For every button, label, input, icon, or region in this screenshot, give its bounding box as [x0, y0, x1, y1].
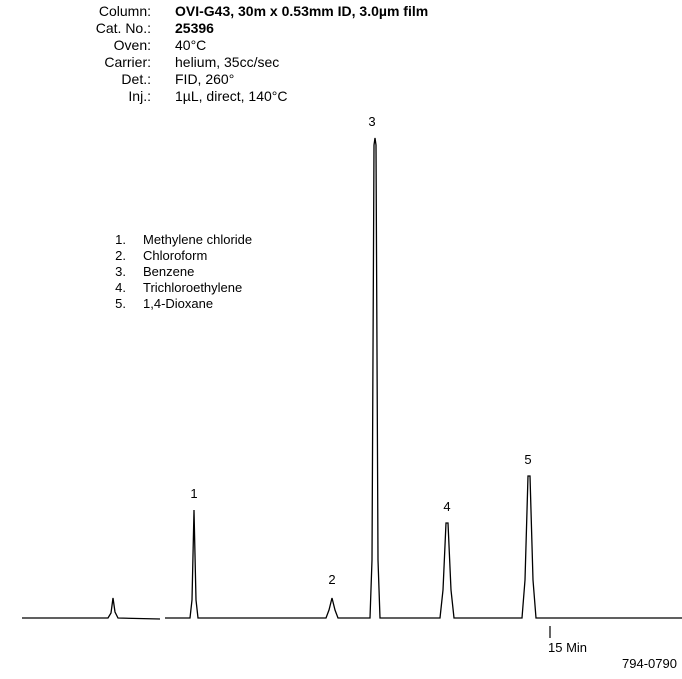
- peak-label: 3: [368, 114, 375, 129]
- compound-name: Trichloroethylene: [143, 280, 242, 295]
- header-value: 1µL, direct, 140°C: [175, 88, 288, 104]
- peak-label: 1: [190, 486, 197, 501]
- header-value: helium, 35cc/sec: [175, 54, 279, 70]
- compound-number: 2.: [115, 248, 126, 263]
- legend: 1. Methylene chloride 2. Chloroform 3. Benzen…: [115, 232, 252, 311]
- header: Column: OVI-G43, 30m x 0.53mm ID, 3.0µm f…: [96, 3, 428, 104]
- header-label: Oven:: [114, 37, 151, 53]
- header-value: 25396: [175, 20, 214, 36]
- compound-name: 1,4-Dioxane: [143, 296, 213, 311]
- peak-label: 4: [443, 499, 450, 514]
- peak-label: 2: [328, 572, 335, 587]
- compound-number: 4.: [115, 280, 126, 295]
- figure-id: 794-0790: [622, 656, 677, 671]
- header-label: Cat. No.:: [96, 20, 151, 36]
- header-label: Det.:: [121, 71, 151, 87]
- header-value: 40°C: [175, 37, 206, 53]
- compound-name: Chloroform: [143, 248, 207, 263]
- peak-label: 5: [524, 452, 531, 467]
- header-value: OVI-G43, 30m x 0.53mm ID, 3.0µm film: [175, 3, 428, 19]
- header-label: Column:: [99, 3, 151, 19]
- peak-labels: 1 2 3 4 5: [190, 114, 531, 587]
- compound-number: 3.: [115, 264, 126, 279]
- trace: [22, 137, 682, 620]
- compound-name: Methylene chloride: [143, 232, 252, 247]
- header-label: Inj.:: [128, 88, 151, 104]
- compound-number: 1.: [115, 232, 126, 247]
- header-label: Carrier:: [104, 54, 151, 70]
- header-value: FID, 260°: [175, 71, 234, 87]
- compound-number: 5.: [115, 296, 126, 311]
- compound-name: Benzene: [143, 264, 194, 279]
- time-marker-label: 15 Min: [548, 640, 587, 655]
